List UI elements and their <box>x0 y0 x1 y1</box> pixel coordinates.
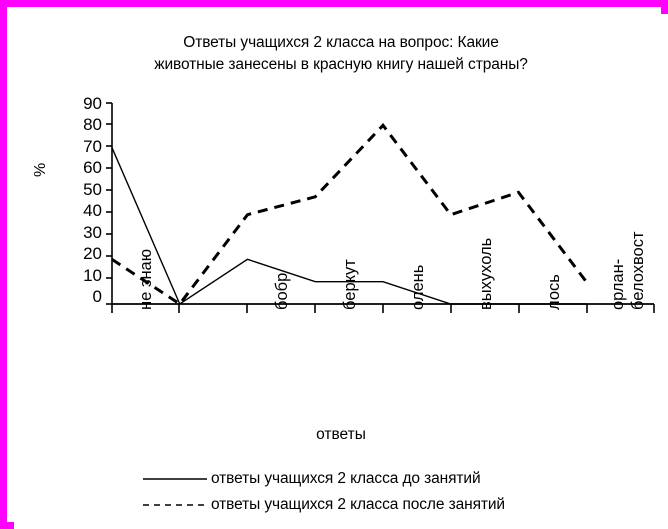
x-axis-title: ответы <box>316 426 366 443</box>
y-tick-label-80: 80 <box>83 115 102 134</box>
y-tick-label-40: 40 <box>83 201 102 220</box>
legend-item-after-lessons: ответы учащихся 2 класса после занятий <box>139 492 659 518</box>
y-tick-label-30: 30 <box>83 223 102 242</box>
plot-area <box>106 102 655 313</box>
chart-title-line-1: Ответы учащихся 2 класса на вопрос: Каки… <box>183 34 499 51</box>
page-title: Ответы учащихся 2 класса на вопрос: Каки… <box>54 32 628 77</box>
legend: ответы учащихся 2 класса до занятий отве… <box>139 466 659 518</box>
legend-label-after-lessons: ответы учащихся 2 класса после занятий <box>211 496 505 513</box>
legend-item-before-lessons: ответы учащихся 2 класса до занятий <box>139 466 659 492</box>
data-line-before-lessons <box>111 147 587 306</box>
x-category-label-0: не знаю <box>137 248 155 310</box>
x-category-label-3: беркут <box>341 259 359 310</box>
legend-swatch-dashed-icon <box>139 499 211 511</box>
y-tick-label-90: 90 <box>83 94 102 113</box>
y-tick-label-0: 0 <box>92 287 102 306</box>
x-category-label-7-line2: белохвост <box>629 231 647 310</box>
y-tick-label-20: 20 <box>83 244 102 263</box>
legend-label-before-lessons: ответы учащихся 2 класса до занятий <box>211 470 481 487</box>
chart-canvas: Ответы учащихся 2 класса на вопрос: Каки… <box>14 14 668 529</box>
x-category-label-5: выхухоль <box>477 237 495 310</box>
y-tick-label-70: 70 <box>83 137 102 156</box>
y-tick-label-60: 60 <box>83 158 102 177</box>
x-category-label-6: лось <box>545 274 563 310</box>
legend-swatch-solid-icon <box>139 473 211 485</box>
chart-title-line-2: животные занесены в красную книгу нашей … <box>154 56 528 74</box>
x-category-label-7-line1: орлан- <box>609 258 627 310</box>
y-tick-label-10: 10 <box>83 266 102 285</box>
x-category-label-4: олень <box>409 264 427 310</box>
x-category-label-2: бобр <box>273 272 291 310</box>
y-tick-label-50: 50 <box>83 180 102 199</box>
data-line-after-lessons <box>111 123 588 307</box>
